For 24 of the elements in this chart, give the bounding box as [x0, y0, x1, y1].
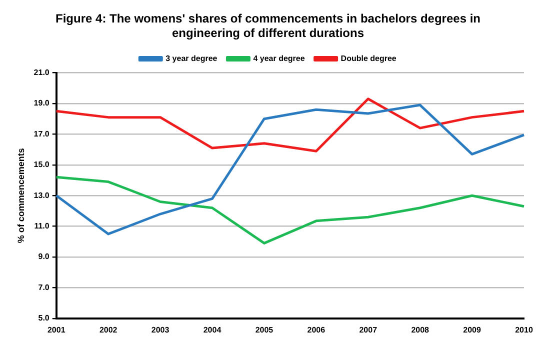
x-tick-label: 2002	[99, 325, 118, 334]
y-tick-label: 15.0	[34, 160, 50, 170]
x-tick-label: 2001	[47, 325, 66, 334]
legend-label: 4 year degree	[253, 54, 306, 64]
y-tick-label: 19.0	[34, 98, 50, 108]
x-tick-label: 2003	[151, 325, 170, 334]
y-tick-label: 17.0	[34, 129, 50, 138]
x-tick-label: 2006	[307, 325, 326, 334]
chart-title: Figure 4: The womens' shares of commencements in bachelors degrees in engineering of different durations	[56, 12, 480, 40]
legend-label: Double degree	[340, 54, 397, 64]
y-tick-label: 21.0	[34, 68, 50, 78]
y-tick-label: 9.0	[38, 252, 50, 262]
y-tick-label: 11.0	[34, 222, 50, 231]
y-axis-title: % of commencements	[16, 148, 26, 244]
x-tick-label: 2008	[411, 325, 430, 334]
y-tick-label: 7.0	[38, 282, 50, 292]
x-tick-label: 2010	[515, 325, 534, 334]
y-tick-label: 5.0	[38, 314, 50, 323]
x-tick-label: 2004	[203, 325, 222, 334]
y-tick-label: 13.0	[34, 190, 50, 200]
x-tick-label: 2009	[463, 325, 482, 334]
x-tick-label: 2005	[255, 325, 274, 334]
x-tick-label: 2007	[359, 325, 378, 334]
legend-label: 3 year degree	[166, 54, 218, 64]
